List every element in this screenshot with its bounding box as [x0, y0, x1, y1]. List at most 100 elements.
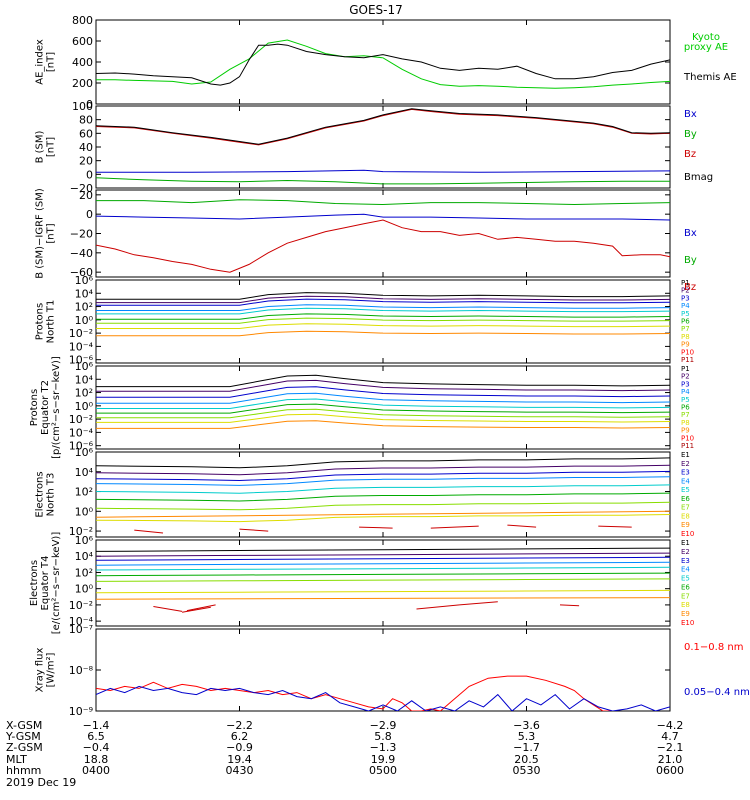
legend-entry: P9 — [681, 341, 690, 349]
series-line-0 — [96, 39, 670, 89]
legend-entry: E6 — [681, 495, 690, 503]
y-tick-label: 10⁻⁸ — [69, 664, 94, 677]
channel-line-7 — [96, 317, 670, 324]
footer-value: 6.5 — [87, 730, 105, 743]
y-tick-label: 10² — [75, 566, 93, 579]
y-tick-label: 600 — [72, 35, 93, 48]
channel-line-3 — [96, 386, 670, 398]
channel-fragment-3 — [416, 604, 460, 610]
y-axis-label: Protons — [35, 303, 46, 340]
footer-row-label: Z-GSM — [6, 741, 43, 754]
y-tick-label: 10⁻⁶ — [69, 354, 94, 367]
footer-value: 21.0 — [658, 753, 683, 766]
channel-fragment-5 — [559, 604, 580, 607]
legend-entry: P2 — [681, 373, 690, 381]
y-tick-label: 800 — [72, 14, 93, 27]
y-tick-label: 10⁻⁶ — [69, 440, 94, 453]
legend-entry: proxy AE — [684, 42, 728, 53]
footer-value: −2.2 — [226, 719, 253, 732]
legend-entry: E1 — [681, 539, 690, 547]
legend-entry: P11 — [681, 356, 694, 364]
footer-value: 6.2 — [231, 730, 249, 743]
y-axis-label: Protons — [29, 389, 40, 426]
legend-entry: E3 — [681, 557, 690, 565]
channel-fragment-5 — [598, 525, 632, 528]
y-tick-label: 10² — [75, 301, 93, 314]
channel-line-3 — [96, 298, 670, 306]
channel-line-2 — [96, 295, 670, 304]
series-line-3 — [96, 177, 670, 185]
footer-row-label: Y-GSM — [5, 730, 41, 743]
legend-entry: E6 — [681, 583, 690, 591]
y-tick-label: 10² — [75, 387, 93, 400]
legend-entry: P6 — [681, 404, 690, 412]
legend-entry: Bz — [684, 149, 696, 160]
legend-entry: E4 — [681, 566, 690, 574]
footer-value: 0430 — [226, 764, 254, 777]
channel-line-1 — [96, 292, 670, 300]
legend-entry: P4 — [681, 302, 690, 310]
y-tick-label: 10⁰ — [75, 505, 94, 518]
y-tick-label: −60 — [70, 266, 93, 279]
y-tick-label: 80 — [79, 114, 93, 127]
y-tick-label: 20 — [79, 155, 93, 168]
y-tick-label: 400 — [72, 56, 93, 69]
y-tick-label: 10⁰ — [75, 400, 94, 413]
y-tick-label: −20 — [70, 228, 93, 241]
channel-line-5 — [96, 307, 670, 315]
footer-row-label: MLT — [6, 753, 27, 766]
y-tick-label: 10⁻² — [69, 413, 93, 426]
y-tick-label: 10⁻² — [69, 525, 93, 538]
channel-line-7 — [96, 501, 670, 511]
panel-frame — [95, 189, 671, 278]
legend-entry: Kyoto — [692, 32, 720, 43]
channel-line-9 — [96, 420, 670, 429]
legend-entry: E10 — [681, 530, 694, 538]
channel-fragment-3 — [430, 525, 479, 529]
legend-entry: E4 — [681, 477, 690, 485]
y-tick-label: 10⁰ — [75, 583, 94, 596]
legend: Bx By Bz Bmag — [684, 109, 713, 183]
channel-line-4 — [96, 304, 670, 311]
y-tick-label: 0 — [86, 98, 93, 111]
footer-value: −4.2 — [657, 719, 684, 732]
y-tick-label: 10⁻⁷ — [69, 623, 93, 636]
channel-line-1 — [96, 374, 670, 388]
channel-line-6 — [96, 492, 670, 502]
legend-entry: Bmag — [684, 172, 713, 183]
y-axis-label: [nT] — [46, 137, 57, 157]
series-group — [96, 108, 670, 185]
footer-value: 20.5 — [514, 753, 539, 766]
footer-value: 0500 — [369, 764, 397, 777]
y-axis-label: AE_index — [35, 39, 46, 85]
y-tick-label: −20 — [70, 182, 93, 195]
y-tick-label: 10⁴ — [75, 550, 94, 563]
legend-entry: Bx — [684, 228, 697, 239]
y-tick-label: 100 — [72, 100, 93, 113]
y-tick-label: 10⁰ — [75, 314, 94, 327]
channel-line-5 — [96, 484, 670, 494]
legend-entry: Bz — [684, 282, 696, 293]
panel-et4: 10⁶ 10⁴ 10² 10⁰ 10⁻² 10⁻⁴ Electrons Equator T4[… — [29, 532, 694, 635]
channel-fragment-1 — [239, 528, 269, 532]
legend-entry: E7 — [681, 504, 690, 512]
series-line-0 — [96, 199, 670, 206]
y-axis-label: B (SM) — [35, 130, 46, 163]
channel-line-8 — [96, 589, 670, 594]
y-tick-label: 10⁻⁴ — [69, 426, 94, 439]
legend-entry: P6 — [681, 318, 690, 326]
legend-entry: P7 — [681, 325, 690, 333]
footer-row-label: X-GSM — [6, 719, 42, 732]
footer-value: 0400 — [82, 764, 110, 777]
footer-value: −1.4 — [83, 719, 110, 732]
footer-value: 19.9 — [371, 753, 396, 766]
panel-frame — [95, 105, 671, 189]
legend-entry: E9 — [681, 521, 690, 529]
channel-fragment-2 — [359, 526, 393, 529]
footer-value: 0530 — [513, 764, 541, 777]
